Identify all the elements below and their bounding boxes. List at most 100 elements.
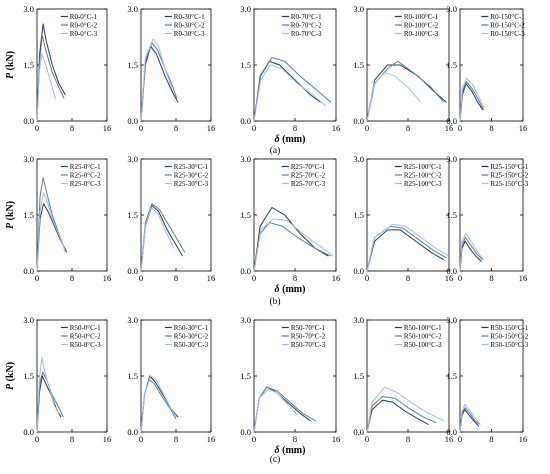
x-tick-label: 8 [174,434,178,444]
y-tick-label: 0.0 [127,266,138,276]
series-line-2 [140,203,186,272]
x-tick-label: 8 [70,273,74,283]
y-tick-label: 0.0 [446,427,457,437]
panel-3-2: 0.0 1.5 3.0 0 8 16 R50-30°C-1R50-30°C-2R50-30°… [127,315,215,444]
y-tick-label: 1.5 [23,371,34,381]
series-line-3 [459,403,481,433]
y-tick-label: 0.0 [240,266,251,276]
x-tick-label: 8 [489,273,493,283]
x-tick-label: 16 [332,273,341,283]
x-tick-label: 16 [207,273,216,283]
legend-entry: R25-100°C-1 [404,163,442,171]
series-line-3 [36,356,60,433]
series-line-3 [36,192,66,272]
legend-entry: R50-0°C-2 [70,333,101,341]
x-tick-label: 8 [489,123,493,133]
legend-entry: R0-0°C-1 [70,13,98,21]
y-tick-label: 0.0 [353,116,364,126]
y-tick-label: 3.0 [353,154,364,164]
x-tick-label: 8 [174,123,178,133]
series-line-3 [366,223,450,272]
legend-entry: R0-30°C-3 [174,30,205,38]
legend-entry: R25-0°C-3 [70,180,101,188]
y-axis-label: P (kN) [5,362,16,390]
x-tick-label: 16 [207,434,216,444]
legend-entry: R0-70°C-3 [291,30,322,38]
legend-entry: R50-0°C-1 [70,324,101,332]
y-tick-label: 0.0 [127,116,138,126]
x-tick-label: 0 [458,273,462,283]
y-tick-label: 3.0 [127,4,138,14]
x-tick-label: 16 [103,434,112,444]
legend-entry: R50-100°C-3 [404,341,442,349]
x-tick-label: 8 [293,123,297,133]
x-tick-label: 0 [252,434,256,444]
legend-entry: R0-150°C-2 [490,22,525,30]
x-tick-label: 8 [174,273,178,283]
series-line-3 [140,38,173,122]
y-tick-label: 0.0 [127,427,138,437]
series-line-1 [36,23,66,122]
y-tick-label: 1.5 [353,210,364,220]
legend-entry: R50-70°C-1 [291,324,326,332]
legend-entry: R0-0°C-2 [70,22,98,30]
series-line-3 [36,53,56,122]
series-line-3 [140,207,175,272]
y-tick-label: 1.5 [446,371,457,381]
series-line-2 [253,221,332,272]
y-tick-label: 1.5 [446,60,457,70]
series-line-2 [36,34,65,122]
y-tick-label: 3.0 [446,4,457,14]
y-tick-label: 0.0 [240,427,251,437]
x-tick-label: 16 [519,434,528,444]
panel-3-4: 0.0 1.5 3.0 0 8 16 R50-100°C-1R50-100°C-2R50-1… [353,315,453,444]
legend-entry: R50-150°C-3 [490,341,528,349]
y-tick-label: 1.5 [23,210,34,220]
series-line-2 [253,57,332,122]
x-tick-label: 8 [489,434,493,444]
y-tick-label: 1.5 [127,60,138,70]
row-label: (b) [269,296,280,307]
series-line-1 [140,375,179,433]
legend-entry: R50-30°C-1 [174,324,209,332]
x-tick-label: 0 [252,123,256,133]
legend-entry: R0-100°C-1 [404,13,439,21]
x-axis-label: δ (mm) [275,134,306,145]
panel-1-4: 0.0 1.5 3.0 0 8 16 R0-100°C-1R0-100°C-2R0-100°… [353,4,453,133]
legend-entry: R50-30°C-2 [174,333,209,341]
x-tick-label: 8 [70,434,74,444]
x-tick-label: 16 [332,434,341,444]
x-tick-label: 8 [293,434,297,444]
legend-entry: R0-100°C-2 [404,22,439,30]
y-tick-label: 3.0 [240,154,251,164]
legend-entry: R50-150°C-2 [490,333,528,341]
x-tick-label: 0 [365,123,369,133]
x-tick-label: 16 [103,123,112,133]
legend-entry: R25-150°C-1 [490,163,528,171]
legend-entry: R0-100°C-3 [404,30,439,38]
y-tick-label: 1.5 [127,210,138,220]
series-line-1 [366,229,445,272]
x-tick-label: 16 [103,273,112,283]
y-axis-label: P (kN) [5,201,16,229]
x-tick-label: 0 [35,273,39,283]
legend-entry: R0-150°C-1 [490,13,525,21]
x-axis-label: δ (mm) [275,284,306,295]
y-tick-label: 1.5 [240,210,251,220]
legend-entry: R25-30°C-1 [174,163,209,171]
series-line-2 [366,225,447,272]
panel-1-2: 0.0 1.5 3.0 0 8 16 R0-30°C-1R0-30°C-2R0-30°C-3 [127,4,215,133]
y-tick-label: 0.0 [446,266,457,276]
x-tick-label: 0 [35,434,39,444]
y-tick-label: 3.0 [353,315,364,325]
x-tick-label: 0 [252,273,256,283]
x-tick-label: 0 [365,273,369,283]
legend-entry: R25-30°C-3 [174,180,209,188]
panel-3-5: 0.0 1.5 3.0 0 8 16 R50-150°C-1R50-150°C-2R50-1… [446,315,528,444]
y-tick-label: 1.5 [353,371,364,381]
x-tick-label: 16 [207,123,216,133]
legend-entry: R25-100°C-2 [404,172,442,180]
x-tick-label: 0 [139,123,143,133]
series-line-1 [253,207,329,272]
